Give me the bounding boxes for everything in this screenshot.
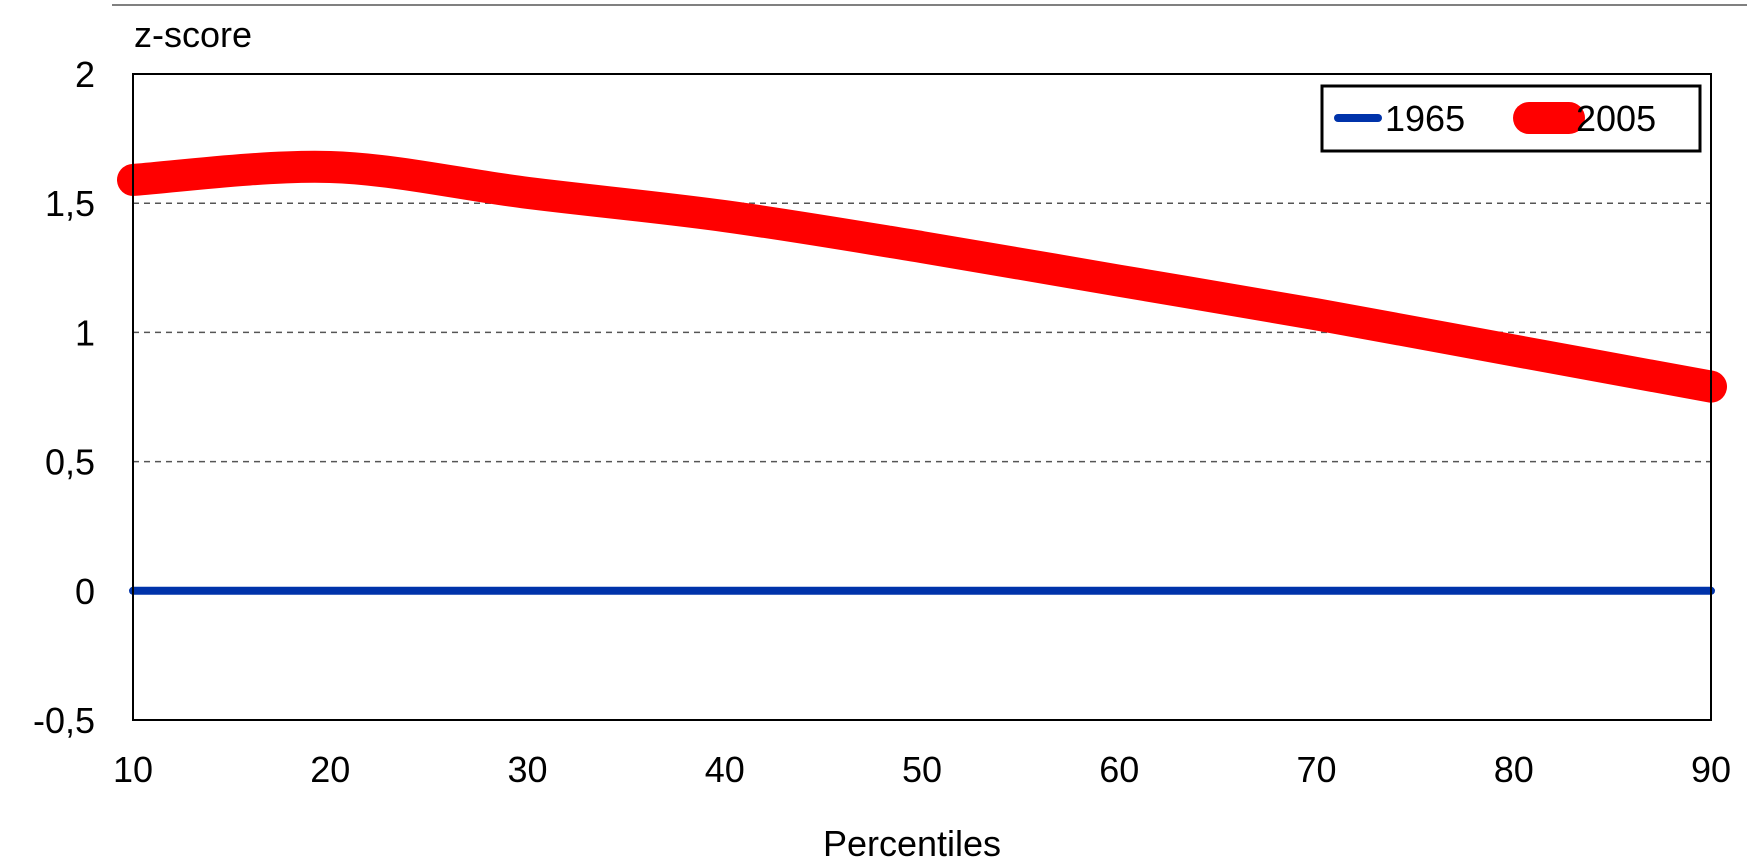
series-layer: [117, 150, 1727, 595]
x-tick-label: 80: [1494, 749, 1534, 790]
y-tick-label: -0,5: [33, 700, 95, 741]
y-tick-labels: -0,5 0 0,5 1 1,5 2: [33, 54, 95, 741]
series-line-2005: [117, 150, 1727, 403]
x-tick-label: 60: [1099, 749, 1139, 790]
x-tick-label: 30: [507, 749, 547, 790]
x-tick-labels: 10 20 30 40 50 60 70 80 90: [113, 749, 1731, 790]
x-tick-label: 90: [1691, 749, 1731, 790]
legend-label-2005: 2005: [1576, 98, 1656, 139]
legend: 1965 2005: [1320, 84, 1702, 153]
y-tick-label: 2: [75, 54, 95, 95]
y-tick-label: 0: [75, 571, 95, 612]
x-tick-label: 50: [902, 749, 942, 790]
legend-box: [1320, 84, 1702, 153]
y-tick-label: 1: [75, 312, 95, 353]
x-axis-title: Percentiles: [823, 823, 1001, 862]
x-tick-label: 70: [1296, 749, 1336, 790]
legend-label-1965: 1965: [1385, 98, 1465, 139]
y-axis-title: z-score: [134, 14, 252, 55]
x-tick-label: 10: [113, 749, 153, 790]
y-tick-label: 1,5: [45, 183, 95, 224]
x-tick-label: 20: [310, 749, 350, 790]
y-tick-label: 0,5: [45, 442, 95, 483]
plot-area-frame: [132, 73, 1712, 721]
x-tick-label: 40: [705, 749, 745, 790]
